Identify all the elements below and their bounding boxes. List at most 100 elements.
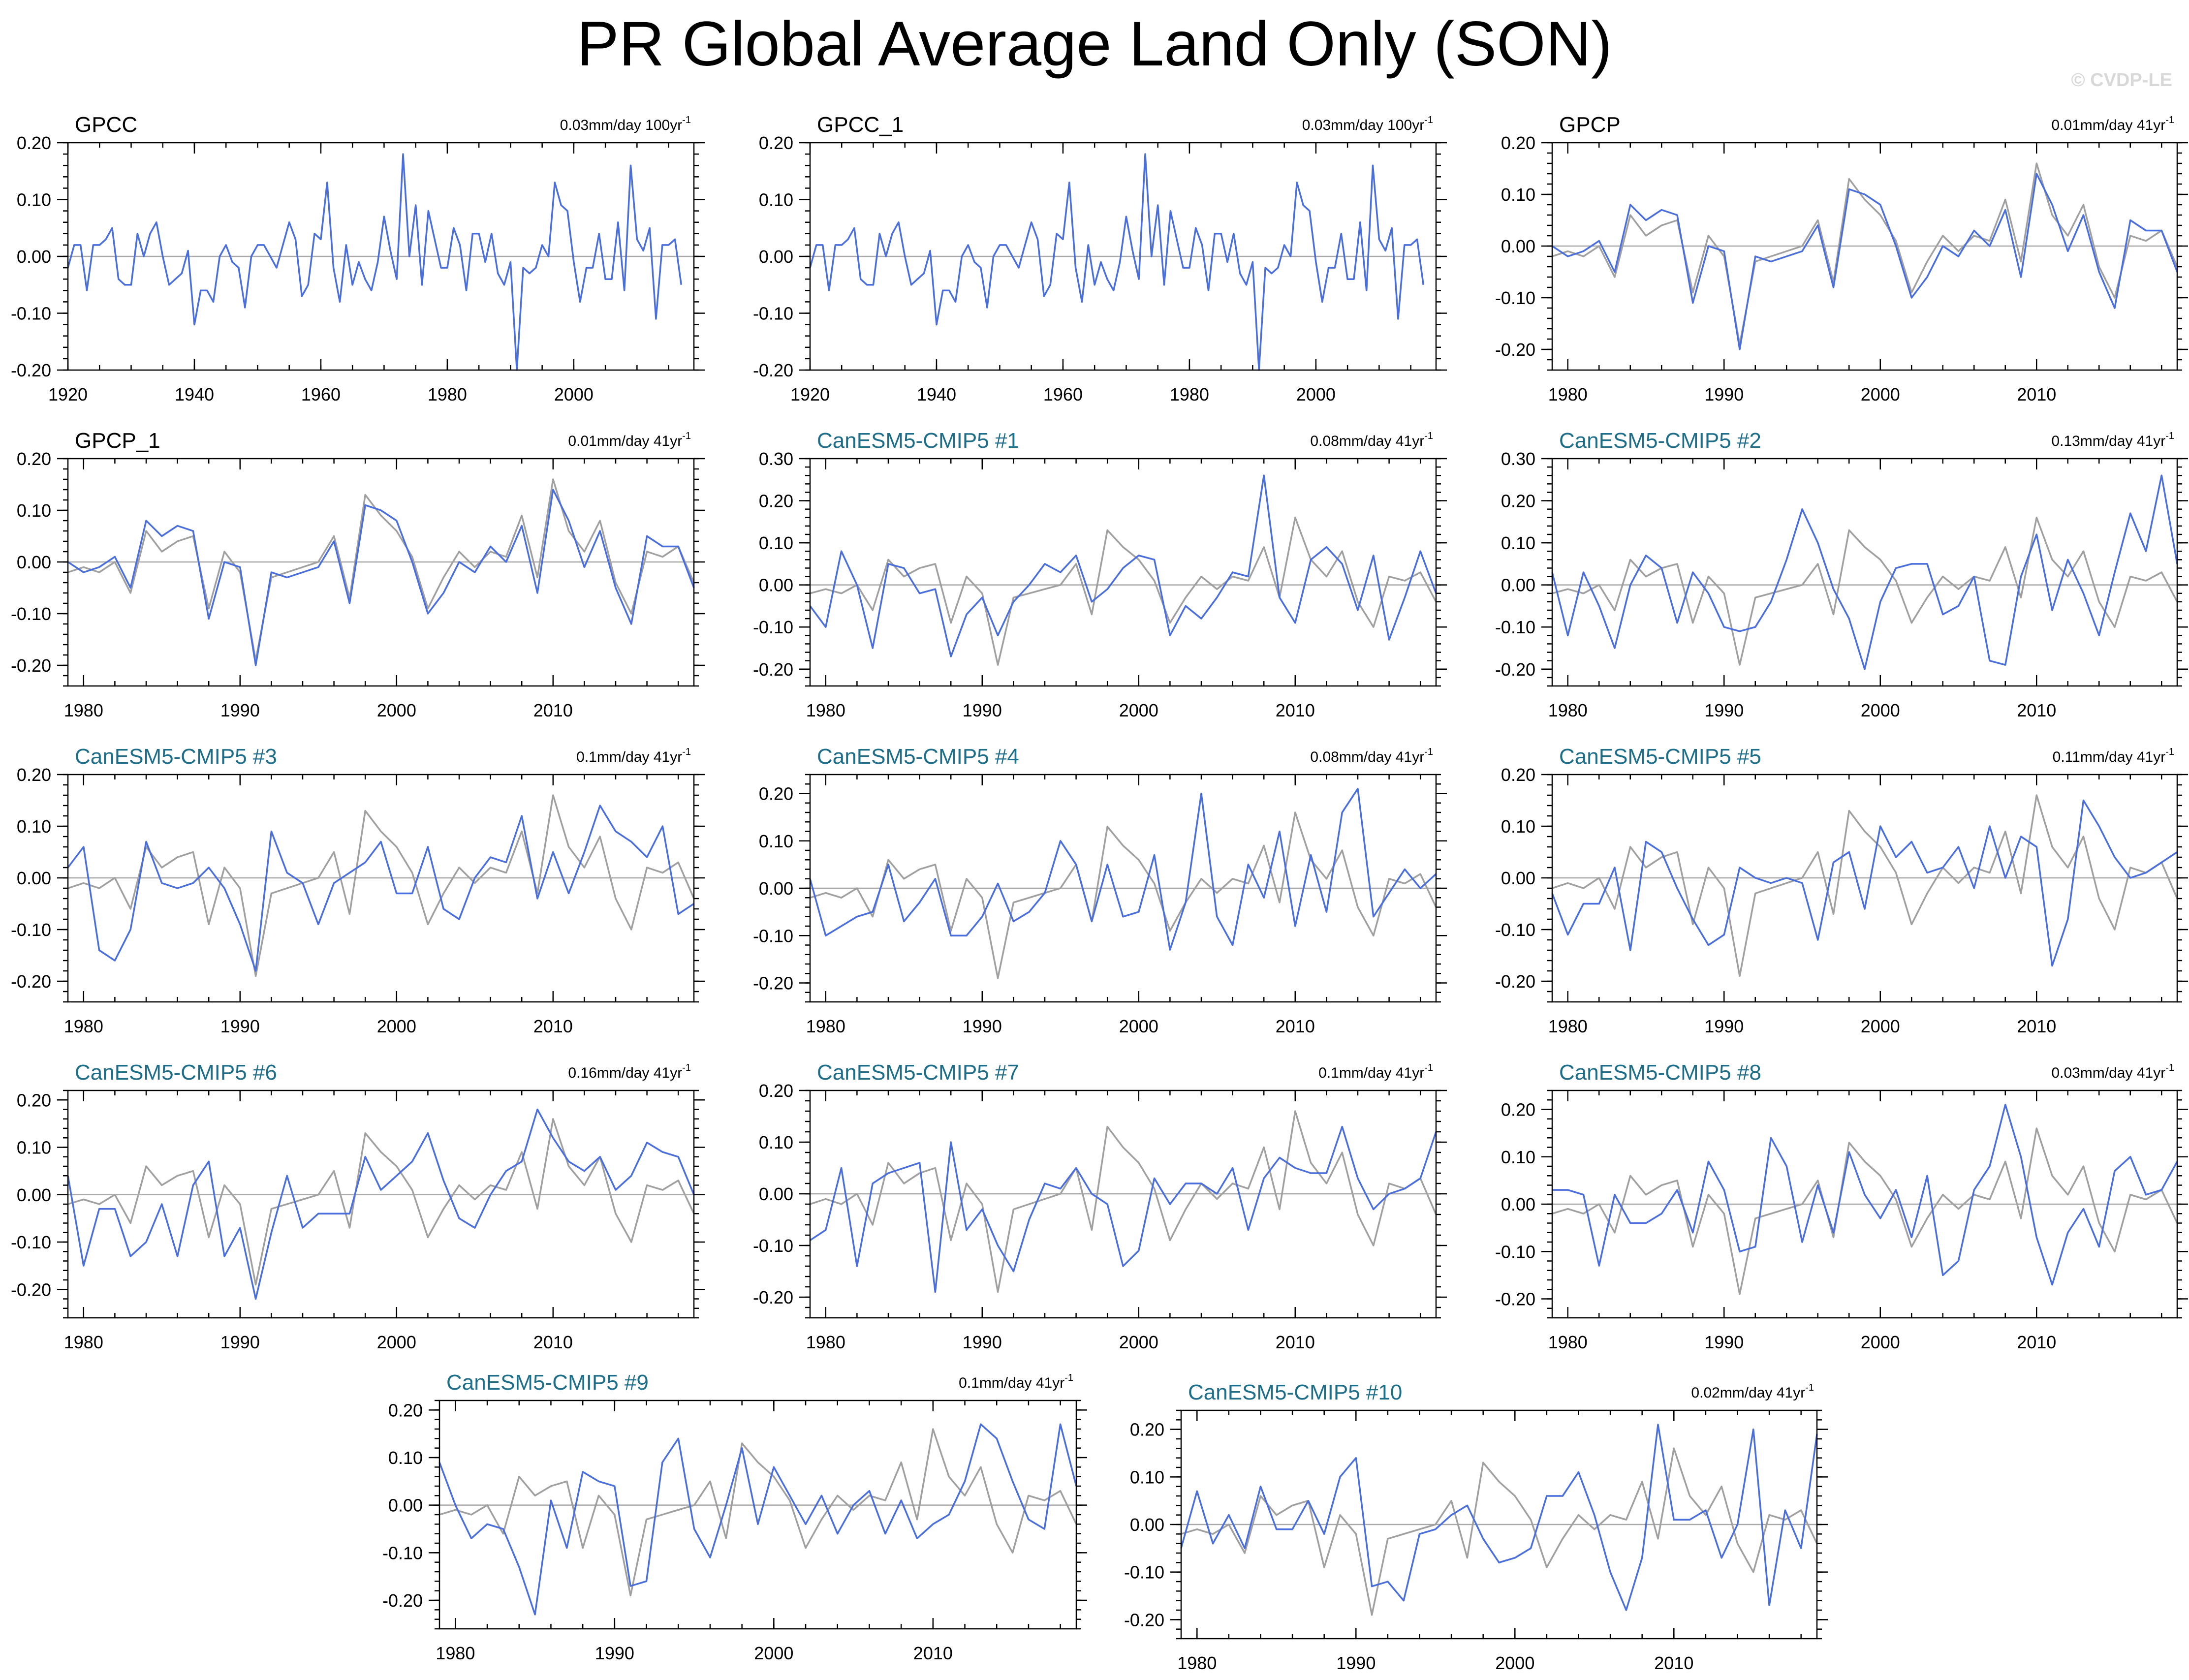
x-tick-label: 2000 (377, 1332, 416, 1352)
x-tick-label: 1980 (806, 700, 845, 720)
panel-title: GPCC (75, 113, 137, 137)
y-tick-label: 0.00 (1501, 575, 1535, 595)
trend-label: 0.03mm/day 100yr-1 (1302, 115, 1433, 133)
y-tick-label: 0.20 (17, 765, 51, 785)
trend-text: 0.01mm/day 41yr (568, 433, 682, 449)
y-tick-label: 0.00 (1501, 868, 1535, 888)
y-tick-label: 0.20 (17, 1090, 51, 1110)
y-tick-label: 0.20 (759, 491, 793, 511)
x-tick-label: 1990 (1336, 1653, 1376, 1673)
trend-text: 0.01mm/day 41yr (2051, 117, 2165, 133)
y-tick-label: -0.10 (1495, 1242, 1535, 1262)
y-tick-label: 0.20 (759, 133, 793, 153)
observations-line (810, 517, 1437, 666)
trend-label: 0.08mm/day 41yr-1 (1310, 431, 1433, 449)
x-tick-label: 2000 (1495, 1653, 1534, 1673)
trend-label: 0.08mm/day 41yr-1 (1310, 747, 1433, 765)
y-tick-label: -0.20 (753, 973, 793, 994)
x-tick-label: 2010 (913, 1643, 953, 1663)
x-tick-label: 1990 (1704, 1016, 1744, 1036)
y-tick-label: -0.10 (753, 926, 793, 946)
y-tick-label: -0.20 (1495, 1289, 1535, 1309)
trend-superscript: -1 (2165, 747, 2174, 757)
trend-text: 0.03mm/day 41yr (2051, 1065, 2165, 1081)
y-tick-label: 0.00 (1501, 236, 1535, 256)
y-tick-label: 0.10 (17, 500, 51, 521)
y-tick-label: 0.10 (1130, 1467, 1164, 1487)
y-tick-label: -0.20 (1495, 340, 1535, 360)
x-tick-label: 1960 (1043, 384, 1083, 404)
x-tick-label: 2010 (533, 1016, 573, 1036)
plot-frame (1551, 458, 2178, 687)
model-series-line (67, 1108, 695, 1300)
trend-superscript: -1 (2165, 1062, 2174, 1073)
y-tick-label: -0.10 (1124, 1562, 1164, 1583)
x-tick-label: 2010 (533, 700, 573, 720)
y-tick-label: -0.20 (753, 1287, 793, 1307)
y-tick-label: 0.00 (759, 247, 793, 267)
x-tick-label: 1980 (428, 384, 467, 404)
x-tick-label: 1940 (917, 384, 956, 404)
trend-superscript: -1 (682, 747, 691, 757)
trend-text: 0.13mm/day 41yr (2051, 433, 2165, 449)
model-series-line (67, 805, 694, 972)
trend-text: 0.1mm/day 41yr (576, 749, 682, 765)
plot-frame (1551, 142, 2178, 371)
y-tick-label: 0.10 (759, 190, 793, 210)
y-tick-label: 0.20 (759, 784, 793, 804)
y-tick-label: 0.00 (17, 868, 51, 888)
x-tick-label: 2010 (2017, 700, 2056, 720)
x-tick-label: 1980 (806, 1016, 845, 1036)
y-tick-label: 0.00 (17, 1185, 51, 1205)
y-tick-label: -0.10 (753, 617, 793, 637)
x-tick-label: 1990 (963, 1016, 1002, 1036)
y-tick-label: 0.20 (388, 1400, 423, 1420)
chart-panel: CanESM5-CMIP5 #10 0.02mm/day 41yr-1 1980 19… (1124, 1380, 1828, 1673)
y-tick-label: 0.10 (759, 1132, 793, 1152)
y-tick-label: -0.20 (1495, 971, 1535, 992)
trend-superscript: -1 (1424, 431, 1433, 441)
chart-panel: CanESM5-CMIP5 #8 0.03mm/day 41yr-1 1980 199… (1495, 1060, 2188, 1352)
chart-panel: CanESM5-CMIP5 #7 0.1mm/day 41yr-1 1980 1990… (753, 1060, 1447, 1352)
observations-line (1552, 794, 2178, 977)
plot-frame (1551, 774, 2178, 1003)
model-series-line (1551, 799, 2178, 967)
panel-title: CanESM5-CMIP5 #1 (817, 429, 1019, 453)
x-tick-label: 1920 (790, 384, 830, 404)
x-tick-label: 2000 (1861, 700, 1900, 720)
panel-title: GPCP_1 (75, 429, 160, 453)
trend-superscript: -1 (1424, 1062, 1433, 1073)
x-tick-label: 2000 (1861, 384, 1900, 404)
y-tick-label: 0.00 (759, 878, 793, 899)
x-tick-label: 1980 (1548, 384, 1588, 404)
trend-text: 0.03mm/day 100yr (560, 117, 682, 133)
y-tick-label: 0.20 (1501, 1100, 1535, 1120)
plot-frame (438, 1400, 1077, 1630)
trend-superscript: -1 (1805, 1382, 1814, 1393)
panel-title: CanESM5-CMIP5 #6 (75, 1060, 277, 1085)
y-tick-label: 0.10 (1501, 533, 1535, 553)
plot-frame (67, 1089, 695, 1319)
trend-label: 0.1mm/day 41yr-1 (959, 1372, 1073, 1391)
observations-line (1552, 1127, 2178, 1295)
y-tick-label: -0.10 (753, 1236, 793, 1256)
y-tick-label: -0.20 (11, 360, 51, 380)
trend-text: 0.16mm/day 41yr (568, 1065, 682, 1081)
y-tick-label: 0.00 (388, 1495, 423, 1516)
x-tick-label: 1980 (1548, 1332, 1588, 1352)
chart-panel: CanESM5-CMIP5 #6 0.16mm/day 41yr-1 1980 199… (11, 1060, 705, 1352)
x-tick-label: 2010 (533, 1332, 573, 1352)
plot-frame (809, 458, 1437, 687)
y-tick-label: 0.10 (1501, 816, 1535, 837)
plot-frame (809, 142, 1437, 371)
y-tick-label: 0.10 (759, 533, 793, 553)
plot-frame (67, 142, 695, 371)
y-tick-label: 0.10 (1501, 185, 1535, 205)
y-tick-label: -0.10 (11, 604, 51, 624)
y-tick-label: 0.00 (17, 552, 51, 572)
y-tick-label: -0.20 (382, 1590, 423, 1611)
x-tick-label: 1990 (220, 1332, 260, 1352)
y-tick-label: 0.00 (759, 1184, 793, 1204)
observations-line (1552, 162, 2178, 345)
x-tick-label: 1990 (1704, 1332, 1744, 1352)
